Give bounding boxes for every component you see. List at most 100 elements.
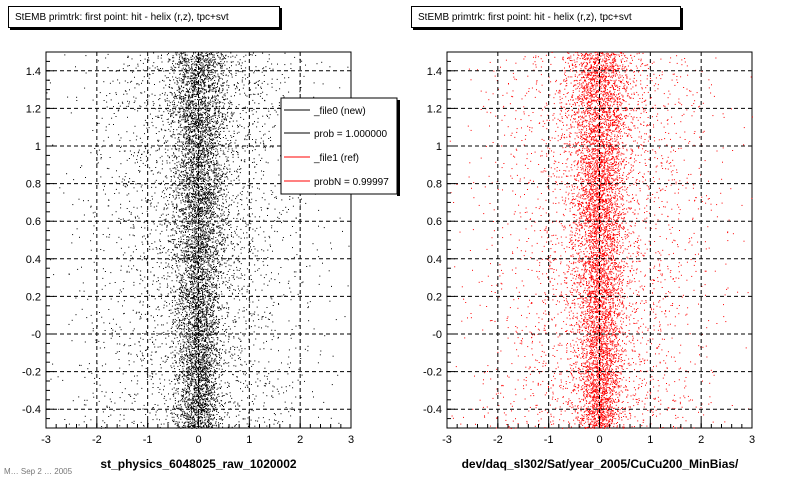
data-point (197, 208, 199, 210)
data-point (218, 178, 220, 180)
data-point (211, 345, 213, 347)
data-point (192, 301, 194, 303)
data-point (211, 192, 212, 193)
data-point (200, 187, 202, 189)
data-point (104, 285, 106, 287)
data-point (262, 392, 264, 394)
data-point (191, 363, 193, 365)
data-point (183, 108, 184, 110)
data-point (179, 280, 181, 282)
data-point (188, 421, 190, 423)
data-point (139, 137, 141, 139)
data-point (147, 136, 149, 138)
data-point (206, 421, 208, 423)
data-point (214, 60, 216, 62)
data-point (193, 362, 195, 364)
data-point (189, 265, 191, 267)
data-point (178, 209, 180, 211)
data-point (188, 354, 190, 356)
data-point (92, 328, 94, 330)
data-point (202, 211, 204, 213)
data-point (212, 76, 214, 78)
data-point (206, 408, 208, 410)
data-point (180, 249, 182, 251)
data-point (155, 167, 157, 168)
data-point (212, 138, 214, 140)
data-point (191, 115, 193, 117)
data-point (197, 368, 199, 370)
data-point (209, 139, 211, 140)
data-point (189, 87, 191, 89)
data-point (196, 348, 198, 350)
data-point (193, 277, 195, 279)
data-point (192, 77, 194, 79)
data-point (265, 66, 267, 68)
data-point (195, 194, 197, 196)
data-point (265, 383, 267, 385)
data-point (176, 80, 178, 82)
data-point (203, 97, 205, 99)
data-point (189, 127, 191, 129)
data-point (195, 196, 197, 198)
data-point (203, 71, 205, 73)
data-point (205, 399, 207, 400)
data-point (131, 402, 133, 404)
data-point (205, 329, 207, 331)
data-point (231, 111, 233, 113)
data-point (180, 277, 182, 279)
data-point (215, 134, 217, 136)
data-point (137, 83, 139, 85)
data-point (189, 99, 191, 101)
data-point (184, 74, 186, 76)
data-point (173, 343, 174, 344)
data-point (207, 419, 209, 421)
data-point (201, 229, 202, 231)
data-point (172, 205, 174, 207)
data-point (269, 114, 271, 116)
data-point (219, 265, 221, 267)
data-point (184, 133, 186, 135)
data-point (220, 101, 222, 103)
data-point (267, 378, 268, 380)
data-point (207, 403, 208, 405)
data-point (270, 312, 271, 314)
data-point (339, 217, 341, 219)
data-point (207, 66, 209, 68)
data-point (203, 93, 205, 95)
data-point (235, 424, 237, 425)
data-point (207, 304, 209, 305)
data-point (178, 101, 179, 103)
data-point (182, 79, 184, 81)
data-point (202, 162, 204, 163)
data-point (117, 110, 119, 112)
data-point (194, 243, 196, 245)
data-point (145, 367, 147, 369)
data-point (199, 300, 201, 302)
data-point (214, 133, 216, 135)
data-point (176, 253, 178, 255)
data-point (187, 383, 189, 385)
data-point (157, 202, 159, 204)
data-point (212, 52, 214, 53)
data-point (182, 61, 184, 63)
data-point (192, 105, 194, 106)
data-point (272, 390, 274, 392)
data-point (205, 306, 207, 308)
data-point (210, 272, 212, 273)
data-point (200, 242, 202, 244)
data-point (192, 103, 194, 105)
data-point (214, 185, 216, 187)
data-point (189, 137, 191, 139)
data-point (203, 297, 205, 299)
data-point (191, 312, 193, 314)
data-point (169, 110, 171, 112)
data-point (197, 175, 199, 177)
data-point (195, 103, 197, 105)
data-point (180, 116, 182, 118)
data-point (193, 57, 195, 59)
data-point (178, 350, 180, 352)
data-point (175, 197, 177, 199)
data-point (219, 387, 221, 389)
data-point (282, 237, 284, 238)
data-point (189, 362, 191, 364)
